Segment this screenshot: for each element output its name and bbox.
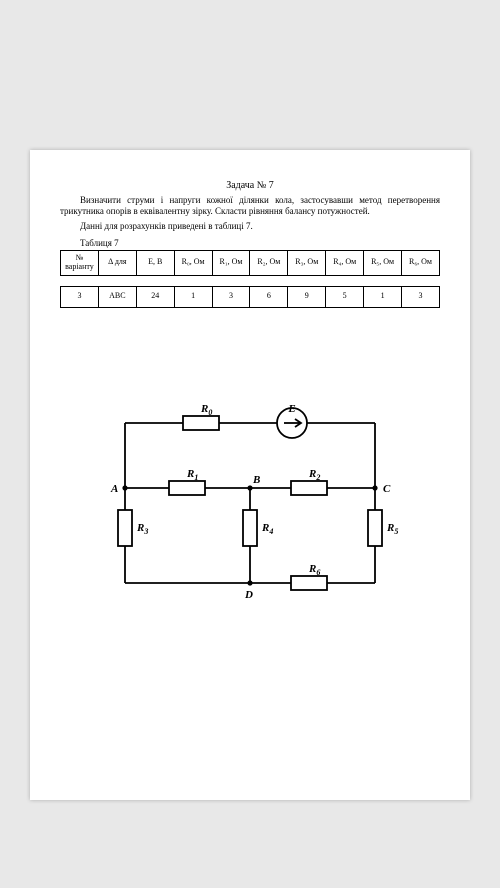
cell-delta: ABC bbox=[98, 286, 136, 307]
problem-statement-2: Данні для розрахунків приведені в таблиц… bbox=[60, 221, 440, 232]
cell-R0: 1 bbox=[174, 286, 212, 307]
hdr-R3: R₃, Ом bbox=[288, 250, 326, 275]
hdr-variant: № варіанту bbox=[61, 250, 99, 275]
hdr-R2: R₂, Ом bbox=[250, 250, 288, 275]
cell-variant: 3 bbox=[61, 286, 99, 307]
cell-R4: 5 bbox=[326, 286, 364, 307]
hdr-R6: R₆, Ом bbox=[402, 250, 440, 275]
label-R5: R5 bbox=[386, 522, 398, 536]
page: Задача № 7 Визначити струми і напруги ко… bbox=[30, 150, 470, 800]
hdr-R1: R₁, Ом bbox=[212, 250, 250, 275]
label-R0: R0 bbox=[200, 403, 212, 417]
circuit-diagram: R0 E R1 R2 R3 R4 R5 R6 A B C D bbox=[95, 398, 405, 618]
label-R3: R3 bbox=[136, 522, 148, 536]
node-D: D bbox=[244, 589, 253, 601]
hdr-R4: R₄, Ом bbox=[326, 250, 364, 275]
label-E: E bbox=[287, 403, 295, 415]
hdr-R0: R₀, Ом bbox=[174, 250, 212, 275]
label-R2: R2 bbox=[308, 468, 320, 482]
data-table: 3 ABC 24 1 3 6 9 5 1 3 bbox=[60, 286, 440, 308]
hdr-R5: R₅, Ом bbox=[364, 250, 402, 275]
header-table: № варіанту Δ для E, В R₀, Ом R₁, Ом R₂, … bbox=[60, 250, 440, 276]
label-R4: R4 bbox=[261, 522, 273, 536]
label-R1: R1 bbox=[186, 468, 198, 482]
hdr-E: E, В bbox=[136, 250, 174, 275]
label-R6: R6 bbox=[308, 563, 320, 577]
node-A: A bbox=[110, 483, 118, 495]
problem-statement-1: Визначити струми і напруги кожної ділянк… bbox=[60, 195, 440, 218]
cell-R5: 1 bbox=[364, 286, 402, 307]
cell-E: 24 bbox=[136, 286, 174, 307]
node-B: B bbox=[252, 474, 260, 486]
problem-title: Задача № 7 bbox=[60, 180, 440, 191]
cell-R3: 9 bbox=[288, 286, 326, 307]
table-caption: Таблиця 7 bbox=[60, 238, 440, 248]
cell-R1: 3 bbox=[212, 286, 250, 307]
hdr-delta: Δ для bbox=[98, 250, 136, 275]
cell-R6: 3 bbox=[402, 286, 440, 307]
cell-R2: 6 bbox=[250, 286, 288, 307]
node-C: C bbox=[383, 483, 391, 495]
